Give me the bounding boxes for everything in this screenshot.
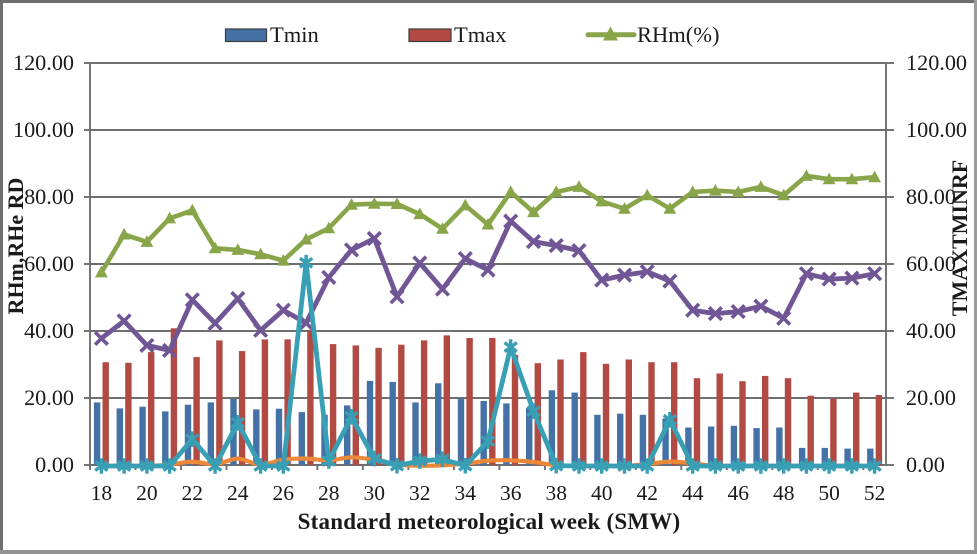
svg-text:46: 46 [727, 481, 749, 505]
svg-text:80.00: 80.00 [906, 184, 956, 209]
svg-text:50: 50 [818, 481, 840, 505]
svg-text:44: 44 [682, 481, 704, 505]
svg-text:Tmax: Tmax [454, 22, 506, 47]
svg-text:32: 32 [409, 481, 431, 505]
svg-text:RHm,RHe RD: RHm,RHe RD [3, 178, 28, 315]
svg-text:38: 38 [545, 481, 567, 505]
svg-text:0.00: 0.00 [906, 452, 945, 477]
svg-text:18: 18 [91, 481, 113, 505]
svg-text:26: 26 [273, 481, 295, 505]
svg-text:40.00: 40.00 [24, 318, 74, 343]
svg-text:20.00: 20.00 [906, 385, 956, 410]
svg-text:52: 52 [864, 481, 886, 505]
svg-text:40: 40 [591, 481, 613, 505]
svg-text:TMAXTMINRF: TMAXTMINRF [947, 160, 972, 316]
svg-text:Standard meteorological week (: Standard meteorological week (SMW) [298, 509, 681, 534]
svg-text:60.00: 60.00 [906, 251, 956, 276]
svg-text:120.00: 120.00 [906, 50, 967, 75]
svg-text:42: 42 [636, 481, 658, 505]
svg-text:0.00: 0.00 [35, 452, 74, 477]
svg-text:100.00: 100.00 [906, 117, 967, 142]
svg-text:36: 36 [500, 481, 522, 505]
svg-text:30: 30 [364, 481, 386, 505]
svg-text:20.00: 20.00 [24, 385, 74, 410]
svg-text:34: 34 [455, 481, 477, 505]
svg-text:Tmin: Tmin [270, 22, 319, 47]
svg-text:20: 20 [136, 481, 158, 505]
svg-text:80.00: 80.00 [24, 184, 74, 209]
svg-text:28: 28 [318, 481, 340, 505]
svg-text:RHm(%): RHm(%) [637, 22, 720, 47]
svg-text:22: 22 [182, 481, 204, 505]
svg-text:48: 48 [773, 481, 795, 505]
svg-text:60.00: 60.00 [24, 251, 74, 276]
svg-text:24: 24 [227, 481, 249, 505]
svg-text:100.00: 100.00 [13, 117, 74, 142]
svg-text:40.00: 40.00 [906, 318, 956, 343]
svg-text:120.00: 120.00 [13, 50, 74, 75]
